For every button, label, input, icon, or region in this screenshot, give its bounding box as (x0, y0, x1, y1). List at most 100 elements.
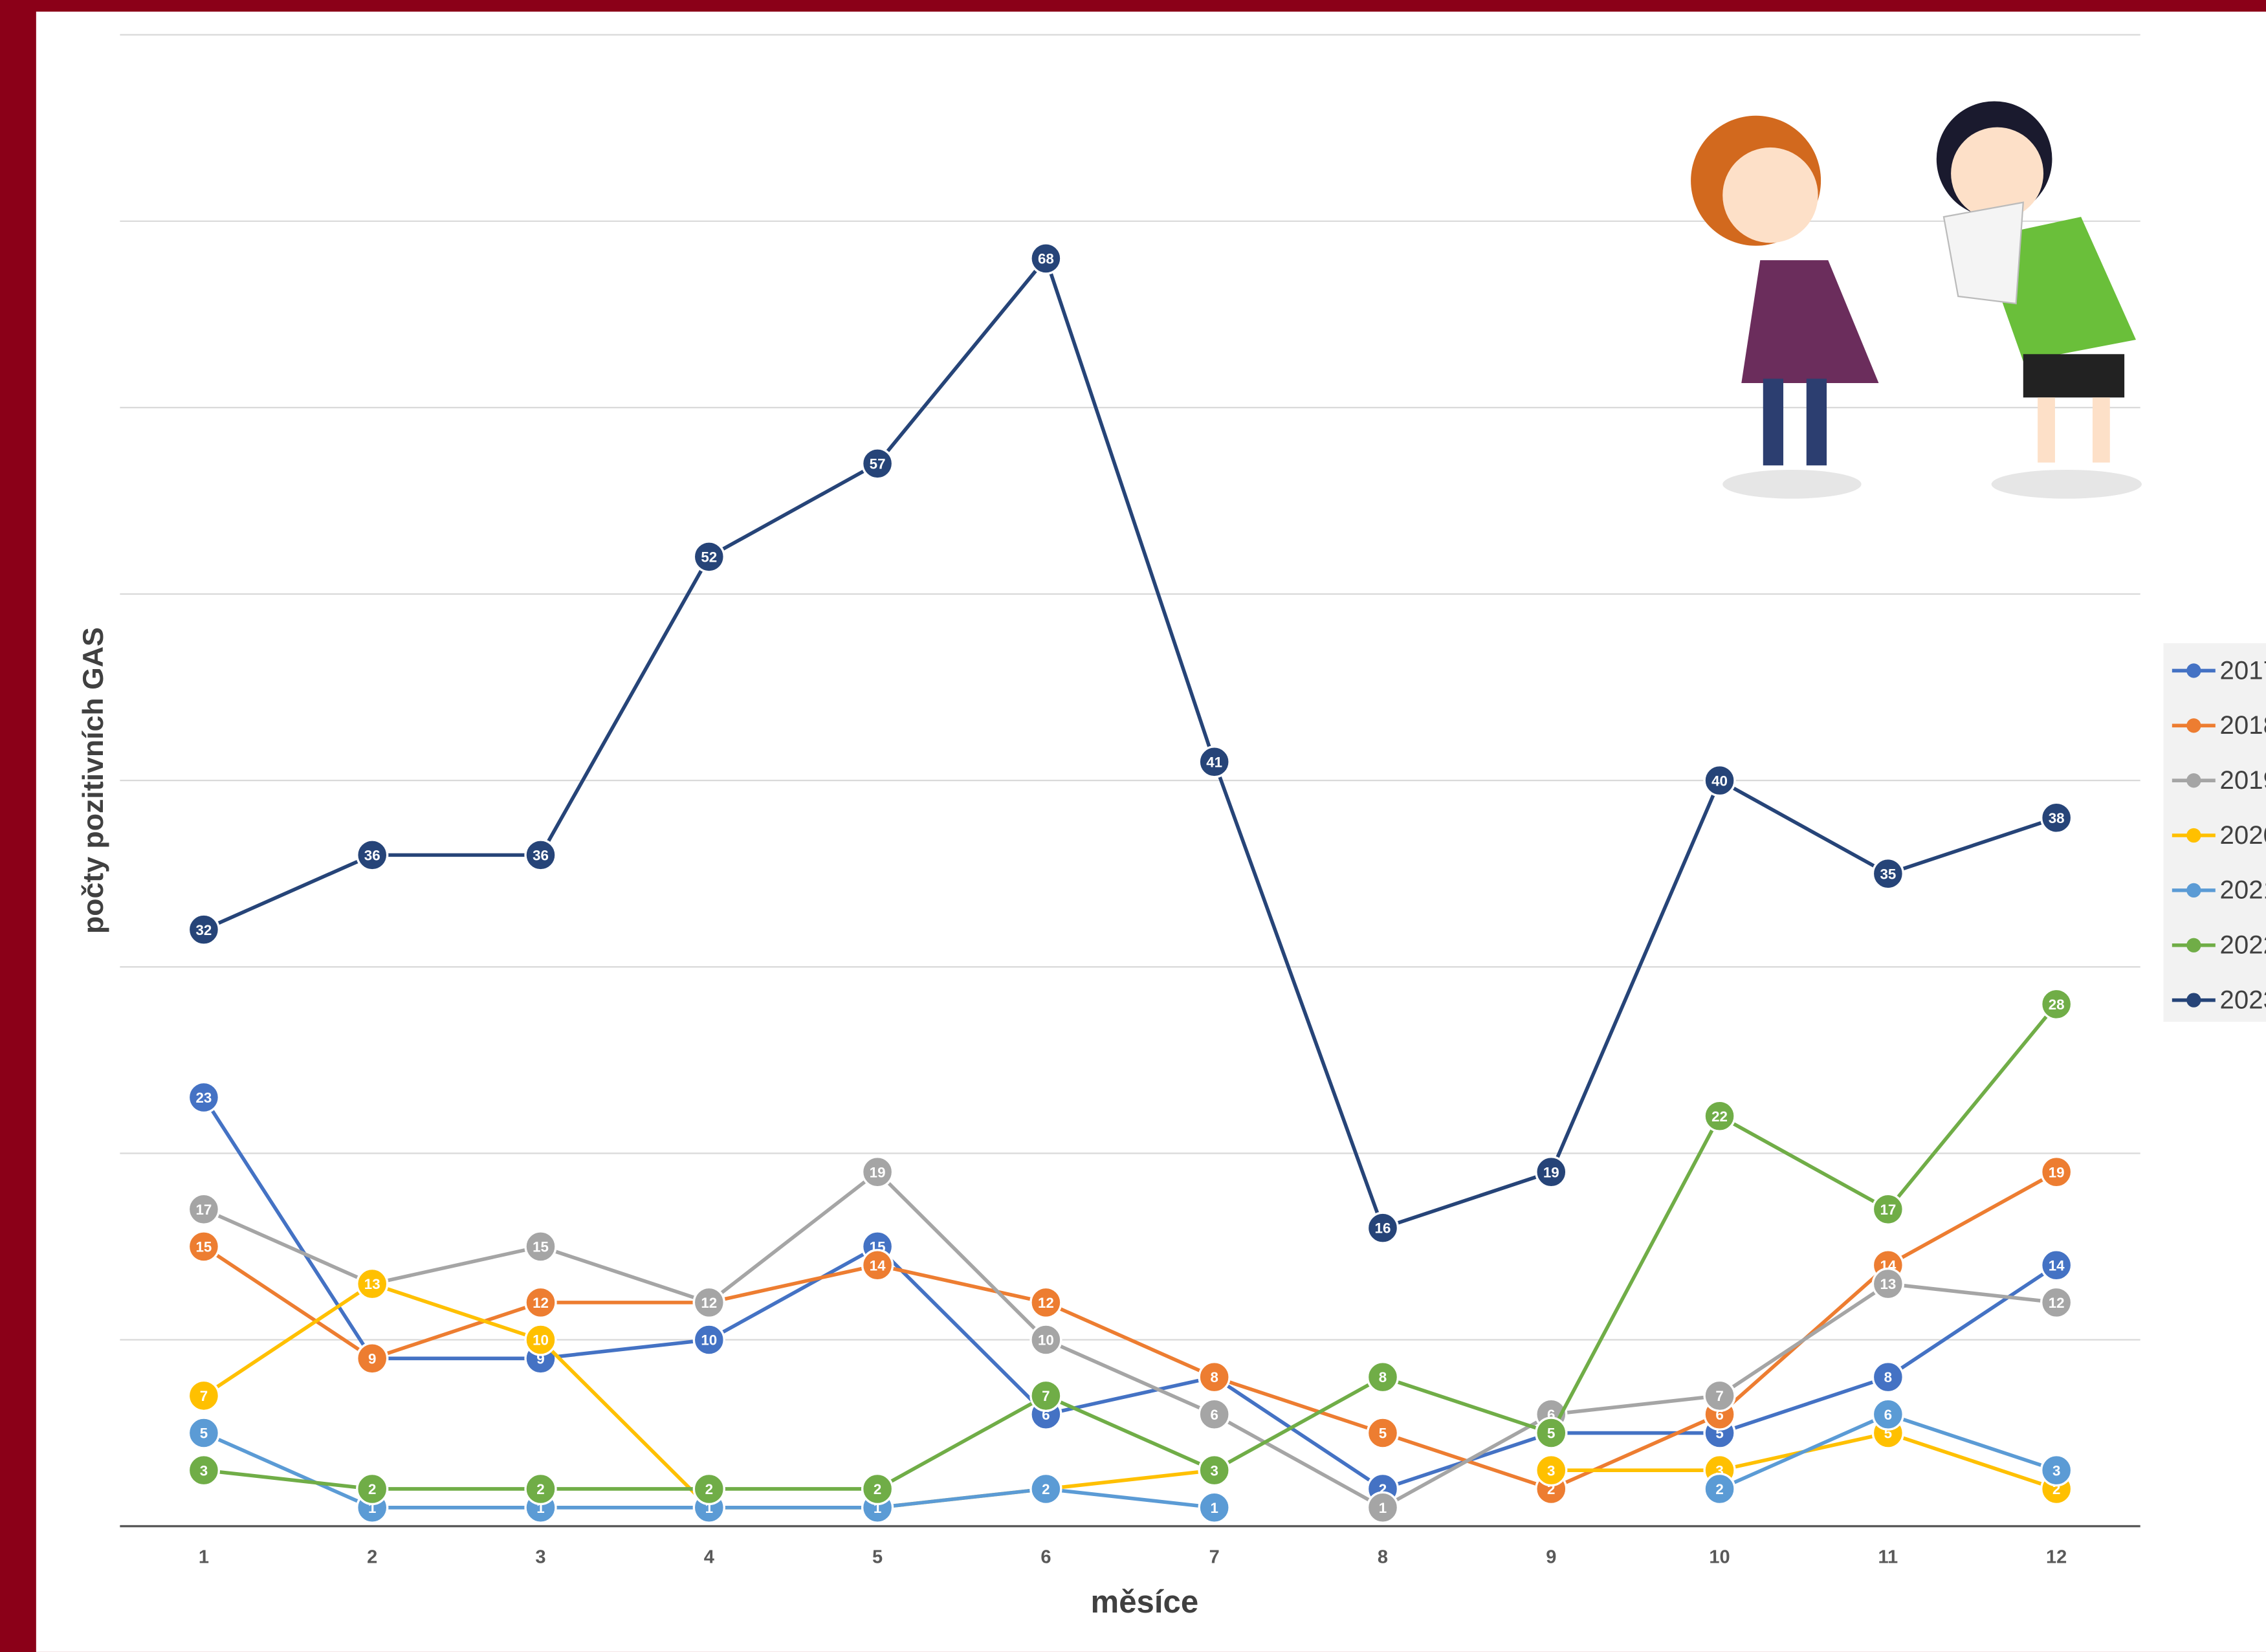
legend-label: 2017 (2220, 655, 2266, 685)
data-label: 13 (364, 1276, 380, 1292)
marker (1703, 1099, 1736, 1132)
marker (692, 1286, 725, 1319)
marker (187, 1230, 221, 1263)
marker (1029, 1286, 1062, 1319)
marker (2040, 1156, 2073, 1189)
data-label: 9 (368, 1350, 376, 1367)
data-label: 52 (701, 549, 717, 566)
data-label: 36 (364, 848, 380, 864)
series: 2399101568255814159121214128526141917131… (187, 242, 2073, 1524)
data-label: 15 (533, 1239, 549, 1255)
marker (524, 1286, 557, 1319)
marker (1871, 1398, 1904, 1431)
data-label: 8 (1379, 1369, 1387, 1385)
data-label: 2 (1042, 1481, 1050, 1497)
series-group: 17131512191061671312 (187, 1156, 2073, 1524)
data-label: 23 (195, 1090, 212, 1106)
marker (1198, 1398, 1231, 1431)
data-label: 1 (1379, 1500, 1387, 1516)
line (203, 1003, 2058, 1491)
chart-background (36, 11, 2266, 1652)
data-label: 13 (1880, 1276, 1896, 1292)
data-label: 7 (1042, 1388, 1050, 1404)
data-label: 10 (533, 1332, 549, 1349)
marker (2040, 1454, 2073, 1487)
marker (524, 839, 557, 872)
line (202, 1096, 2058, 1491)
data-label: 19 (870, 1164, 886, 1180)
data-label: 2 (1715, 1481, 1723, 1497)
data-label: 19 (2049, 1164, 2065, 1180)
marker (1871, 1267, 1904, 1301)
marker (1703, 1379, 1736, 1413)
data-label: 10 (1038, 1332, 1054, 1349)
marker (1535, 1454, 1568, 1487)
marker (1198, 1360, 1231, 1394)
data-label: 3 (1547, 1462, 1555, 1479)
data-label: 19 (1543, 1164, 1559, 1180)
data-label: 2 (874, 1481, 881, 1497)
x-tick-label: 12 (2046, 1547, 2067, 1567)
x-tick-labels: 1 2 3 4 5 6 7 8 9 10 11 12 (199, 1547, 2067, 1567)
x-tick-label: 10 (1709, 1547, 1730, 1567)
marker (1198, 1454, 1231, 1487)
marker (2040, 1249, 2073, 1282)
grid (120, 34, 2140, 1527)
x-tick-label: 6 (1040, 1547, 1051, 1567)
marker (1871, 1360, 1904, 1394)
data-label: 12 (1038, 1295, 1054, 1311)
line (203, 256, 2058, 1230)
legend-marker (2186, 938, 2201, 953)
marker (187, 1081, 221, 1114)
data-label: 41 (1206, 754, 1222, 770)
data-label: 7 (200, 1388, 208, 1404)
x-tick-label: 1 (199, 1547, 209, 1567)
marker (1366, 1491, 1400, 1524)
legend-marker (2186, 718, 2201, 733)
data-label: 16 (1375, 1220, 1391, 1237)
marker (1198, 1491, 1231, 1524)
legend-marker (2186, 663, 2201, 678)
marker (524, 1230, 557, 1263)
data-label: 2 (368, 1481, 376, 1497)
marker (2040, 987, 2073, 1021)
marker (187, 1379, 221, 1413)
x-tick-label: 5 (872, 1547, 883, 1567)
legend-marker (2186, 993, 2201, 1008)
data-label: 1 (1210, 1500, 1218, 1516)
series-group: 32 36 36 52 57 68 41 16 19 40 35 38 (187, 242, 2073, 1244)
marker (1366, 1416, 1400, 1449)
marker (187, 1416, 221, 1449)
data-label: 6 (1884, 1407, 1892, 1423)
marker (356, 1267, 389, 1301)
legend-label: 2018 (2220, 710, 2266, 740)
line (203, 1170, 2057, 1510)
data-label: 5 (1379, 1426, 1387, 1442)
x-tick-label: 8 (1378, 1547, 1388, 1567)
data-label: 2 (705, 1481, 713, 1497)
legend-label: 2021 (2220, 876, 2266, 905)
illustration (1691, 101, 2142, 499)
marker (356, 839, 389, 872)
marker (1029, 1323, 1062, 1356)
data-label: 32 (195, 922, 212, 938)
data-label: 8 (1210, 1369, 1218, 1385)
marker (1703, 764, 1736, 797)
data-label: 3 (200, 1462, 208, 1479)
marker (524, 1472, 557, 1506)
data-label: 12 (533, 1295, 549, 1311)
data-label: 38 (2049, 810, 2065, 826)
marker (1029, 242, 1062, 275)
data-label: 40 (1711, 773, 1728, 789)
data-label: 35 (1880, 866, 1896, 882)
data-label: 8 (1884, 1369, 1892, 1385)
data-label: 3 (2052, 1462, 2060, 1479)
marker (861, 1472, 894, 1506)
data-label: 22 (1711, 1108, 1728, 1125)
data-label: 17 (1880, 1202, 1896, 1218)
data-label: 36 (533, 848, 549, 864)
